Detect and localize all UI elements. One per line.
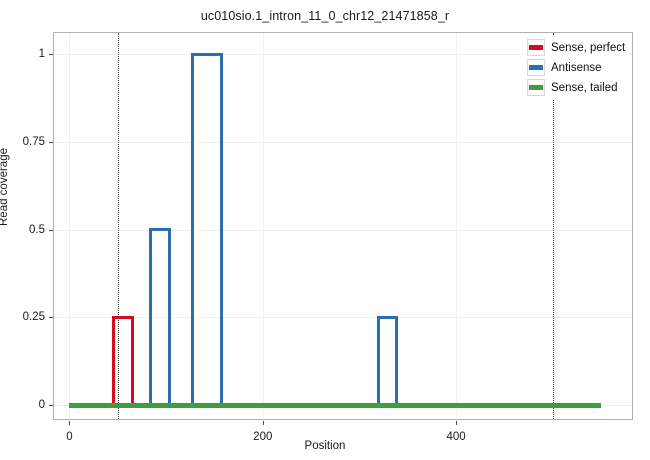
x-tick-mark [262, 421, 264, 425]
legend-label: Sense, tailed [551, 81, 618, 94]
gridline-horizontal [54, 141, 632, 143]
x-axis-label: Position [304, 440, 346, 452]
gridline-horizontal [54, 317, 632, 319]
legend-color-swatch [529, 45, 543, 50]
gridline-vertical [456, 33, 458, 419]
coverage-block [112, 315, 134, 405]
x-tick-label: 400 [446, 431, 466, 443]
y-tick-label: 1 [38, 48, 45, 61]
x-tick-label: 200 [253, 431, 273, 443]
y-tick-mark [49, 404, 53, 406]
chart-legend: Sense, perfect Antisense Sense, tailed [524, 36, 630, 99]
y-axis-label: Read coverage [0, 148, 10, 226]
y-tick-label: 0.75 [22, 135, 45, 148]
y-tick-mark [49, 54, 53, 56]
legend-label: Antisense [551, 61, 602, 74]
gridline-vertical [262, 33, 264, 419]
annotation-vline [552, 33, 554, 419]
x-tick-label: 0 [66, 431, 73, 443]
legend-key-icon [527, 59, 545, 76]
annotation-vline [117, 33, 119, 419]
legend-key-icon [527, 39, 545, 56]
chart-title: uc010sio.1_intron_11_0_chr12_21471858_r [200, 9, 450, 23]
y-tick-label: 0.5 [29, 223, 45, 236]
series-baseline [69, 403, 602, 409]
coverage-block [377, 315, 398, 405]
legend-item: Sense, perfect [527, 39, 625, 56]
legend-item: Antisense [527, 59, 625, 76]
legend-color-swatch [529, 85, 543, 90]
legend-label: Sense, perfect [551, 41, 626, 54]
legend-key-icon [527, 79, 545, 96]
y-tick-label: 0 [38, 398, 45, 411]
legend-item: Sense, tailed [527, 79, 625, 96]
coverage-block [190, 52, 223, 405]
gridline-horizontal [54, 54, 632, 56]
legend-color-swatch [529, 65, 543, 70]
x-tick-mark [69, 421, 71, 425]
gridline-vertical [69, 33, 71, 419]
gridline-horizontal [54, 229, 632, 231]
y-tick-label: 0.25 [22, 311, 45, 324]
y-tick-mark [49, 229, 53, 231]
x-tick-mark [456, 421, 458, 425]
y-tick-mark [49, 141, 53, 143]
y-tick-mark [49, 317, 53, 319]
coverage-block [149, 228, 171, 405]
